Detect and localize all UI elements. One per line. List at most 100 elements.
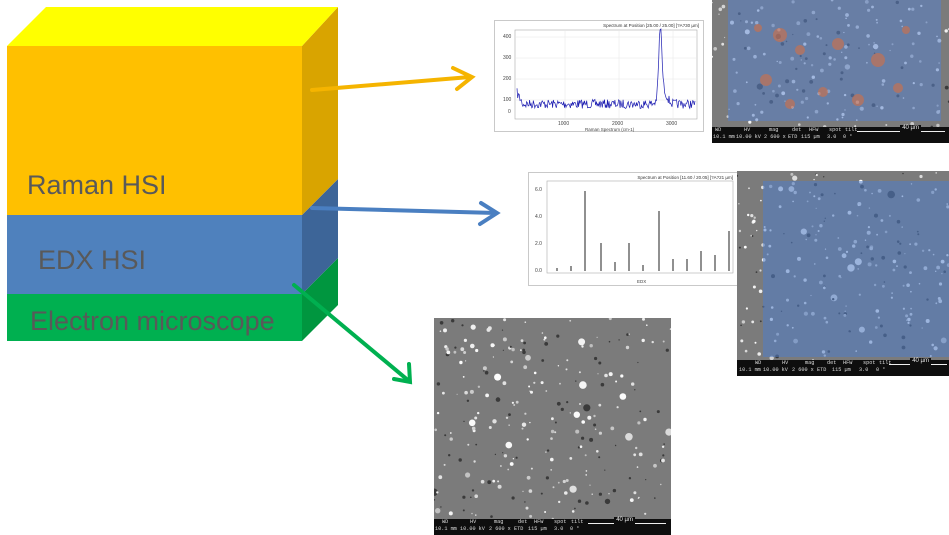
edx-ytick: 6.0 xyxy=(535,187,542,193)
databar-head: det xyxy=(827,360,837,366)
databar-value: 10.00 kV xyxy=(736,134,761,140)
particle xyxy=(545,476,549,480)
layer-stack xyxy=(7,7,338,341)
particle xyxy=(438,475,443,480)
particle xyxy=(665,428,671,436)
particle xyxy=(492,419,497,424)
particle xyxy=(625,345,630,350)
particle xyxy=(474,416,478,420)
particle xyxy=(669,328,671,330)
particle xyxy=(460,347,465,352)
particle xyxy=(485,393,489,398)
particle xyxy=(488,426,492,429)
particle xyxy=(444,434,447,437)
databar-head: HFW xyxy=(809,127,819,133)
raman-layer-side xyxy=(302,7,338,215)
databar-head: spot xyxy=(863,360,876,366)
particle xyxy=(718,13,720,15)
particle xyxy=(453,350,457,354)
particle xyxy=(511,496,515,500)
particle xyxy=(944,29,948,33)
particle xyxy=(589,437,594,442)
particle xyxy=(608,318,612,321)
particle xyxy=(598,403,602,407)
particle xyxy=(510,360,514,364)
particle xyxy=(660,483,662,486)
particle xyxy=(494,373,502,381)
particle xyxy=(462,495,466,499)
particle xyxy=(578,338,586,346)
particle xyxy=(471,426,476,431)
particle xyxy=(585,470,588,472)
particle xyxy=(758,289,763,294)
particle xyxy=(656,410,660,414)
raman-xlabel: Raman Spectrum (cm-1) xyxy=(585,127,635,132)
sem-raman-overlay-image: WD HV mag det HFW spot tilt 10.1 mm 10.0… xyxy=(712,0,949,143)
particle xyxy=(608,340,611,343)
particle xyxy=(661,458,665,463)
edx-spectrum-plot xyxy=(546,180,734,274)
particle xyxy=(737,174,739,177)
particle xyxy=(520,349,522,351)
edx-layer-front xyxy=(7,215,302,294)
particle xyxy=(487,326,492,331)
particle xyxy=(449,432,452,434)
raman-spectrum-plot xyxy=(514,28,698,120)
particle xyxy=(593,414,596,418)
particle xyxy=(743,245,747,249)
databar-value: 10.1 mm xyxy=(435,526,457,532)
particle xyxy=(639,410,642,413)
databar-head: det xyxy=(792,127,802,133)
particle xyxy=(752,219,756,223)
raman-ytick: 0 xyxy=(508,109,511,115)
particle xyxy=(653,463,657,468)
particle xyxy=(557,365,560,367)
particle xyxy=(528,489,533,493)
particle xyxy=(573,411,580,418)
particle xyxy=(520,339,524,342)
particle xyxy=(475,443,478,446)
particle xyxy=(465,360,467,362)
databar-head: HV xyxy=(744,127,751,133)
particle xyxy=(744,349,748,353)
particle xyxy=(493,344,495,346)
particle xyxy=(591,493,593,495)
particle xyxy=(463,420,465,423)
particle xyxy=(540,381,544,385)
databar-value: 0 ° xyxy=(570,526,580,532)
particle xyxy=(718,7,723,12)
particle xyxy=(902,172,904,175)
particle xyxy=(465,472,471,478)
particle xyxy=(575,429,580,434)
particle xyxy=(515,456,518,459)
particle xyxy=(634,389,636,391)
particle xyxy=(565,479,569,482)
particle xyxy=(625,433,633,441)
particle xyxy=(823,176,825,178)
particle xyxy=(740,339,744,343)
particle xyxy=(662,454,665,457)
particle xyxy=(435,508,441,514)
edx-ytick: 0.0 xyxy=(535,268,542,274)
particle xyxy=(748,120,752,124)
particle xyxy=(434,428,437,432)
particle xyxy=(526,438,529,441)
particle xyxy=(813,178,815,181)
databar-head: WD xyxy=(442,519,449,525)
particle xyxy=(618,339,620,341)
particle xyxy=(752,285,756,289)
particle xyxy=(483,370,485,372)
particle xyxy=(494,453,497,456)
particle xyxy=(505,416,509,419)
particle xyxy=(581,420,585,424)
particle xyxy=(490,343,495,348)
particle xyxy=(497,484,502,489)
particle xyxy=(910,122,915,126)
particle xyxy=(654,497,656,499)
particle xyxy=(616,406,619,409)
particle xyxy=(578,371,581,374)
sem-edx-overlay-image: WD HV mag det HFW spot tilt 10.1 mm 10.0… xyxy=(737,171,949,376)
databar-value: 3.0 xyxy=(554,526,564,532)
particle xyxy=(529,514,533,518)
particle xyxy=(541,332,544,334)
